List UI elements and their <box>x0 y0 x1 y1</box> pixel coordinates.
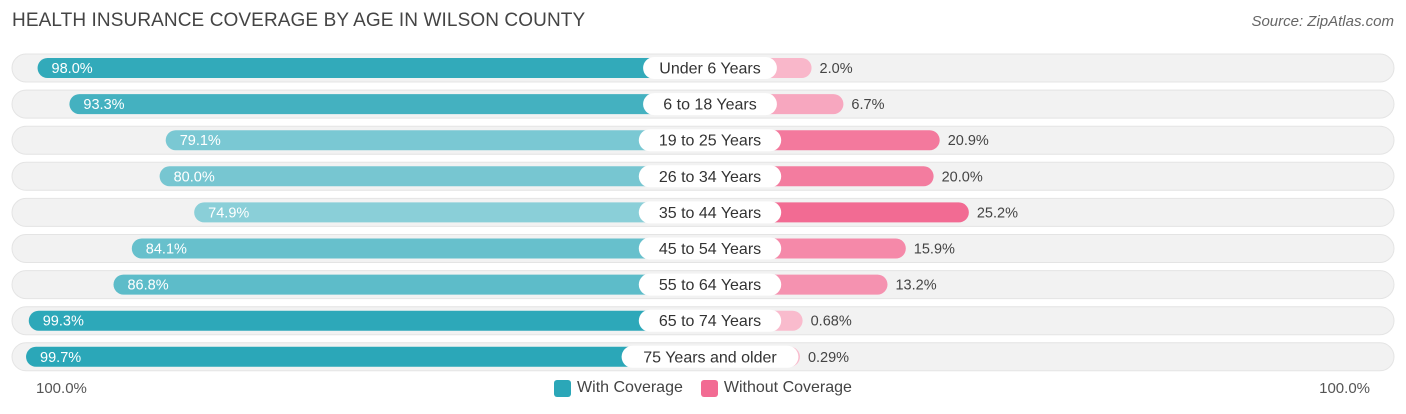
value-label-without-coverage: 25.2% <box>977 205 1018 221</box>
category-pill <box>643 57 777 79</box>
category-pill <box>638 165 782 188</box>
category-pill <box>638 273 782 296</box>
value-label-without-coverage: 13.2% <box>895 278 936 294</box>
category-label: 35 to 44 Years <box>659 205 761 222</box>
category-pill <box>638 201 782 224</box>
category-label: 75 Years and older <box>643 349 777 366</box>
value-label-without-coverage: 0.29% <box>808 350 849 366</box>
legend-item-without-coverage: Without Coverage <box>700 379 852 397</box>
value-label-with-coverage: 80.0% <box>174 169 215 185</box>
category-label: 19 to 25 Years <box>659 133 761 150</box>
legend-swatch-without-coverage <box>700 379 718 397</box>
value-label-with-coverage: 79.1% <box>180 133 221 149</box>
category-label: 26 to 34 Years <box>659 169 761 186</box>
category-pill <box>638 309 782 332</box>
category-label: 6 to 18 Years <box>663 97 756 114</box>
legend-label-without-coverage: Without Coverage <box>723 379 852 396</box>
bar-with-coverage <box>194 202 703 223</box>
category-label: 45 to 54 Years <box>659 241 761 258</box>
bar-with-coverage <box>165 130 702 151</box>
category-label: 55 to 64 Years <box>659 277 761 294</box>
legend-swatch-with-coverage <box>554 379 572 397</box>
category-pill <box>621 345 799 368</box>
bar-with-coverage <box>69 94 702 115</box>
value-label-with-coverage: 98.0% <box>52 61 93 77</box>
legend: With Coverage Without Coverage <box>0 379 1406 397</box>
category-pill <box>643 93 777 116</box>
value-label-with-coverage: 74.9% <box>208 205 249 221</box>
category-label: Under 6 Years <box>659 61 760 78</box>
bar-with-coverage <box>26 346 703 367</box>
bar-with-coverage <box>159 166 703 187</box>
axis-right-label: 100.0% <box>1319 380 1370 397</box>
legend-label-with-coverage: With Coverage <box>577 379 683 396</box>
value-label-with-coverage: 99.3% <box>43 314 84 330</box>
category-pill <box>638 129 782 152</box>
chart-title: HEALTH INSURANCE COVERAGE BY AGE IN WILS… <box>12 10 586 31</box>
value-label-with-coverage: 86.8% <box>127 278 168 294</box>
value-label-without-coverage: 20.9% <box>948 133 989 149</box>
value-label-with-coverage: 84.1% <box>146 242 187 258</box>
category-pill <box>638 237 782 260</box>
value-label-without-coverage: 15.9% <box>914 242 955 258</box>
axis-left-label: 100.0% <box>36 380 87 397</box>
legend-item-with-coverage: With Coverage <box>554 379 683 397</box>
bar-with-coverage <box>28 310 703 331</box>
value-label-without-coverage: 0.68% <box>811 314 852 330</box>
bar-with-coverage <box>113 274 703 295</box>
value-label-with-coverage: 99.7% <box>40 350 81 366</box>
category-label: 65 to 74 Years <box>659 313 761 330</box>
bar-with-coverage <box>131 238 702 259</box>
bar-with-coverage <box>37 58 703 78</box>
source-label: Source: ZipAtlas.com <box>1251 13 1394 30</box>
value-label-with-coverage: 93.3% <box>83 97 124 113</box>
value-label-without-coverage: 20.0% <box>942 169 983 185</box>
value-label-without-coverage: 2.0% <box>820 61 853 77</box>
value-label-without-coverage: 6.7% <box>851 97 884 113</box>
